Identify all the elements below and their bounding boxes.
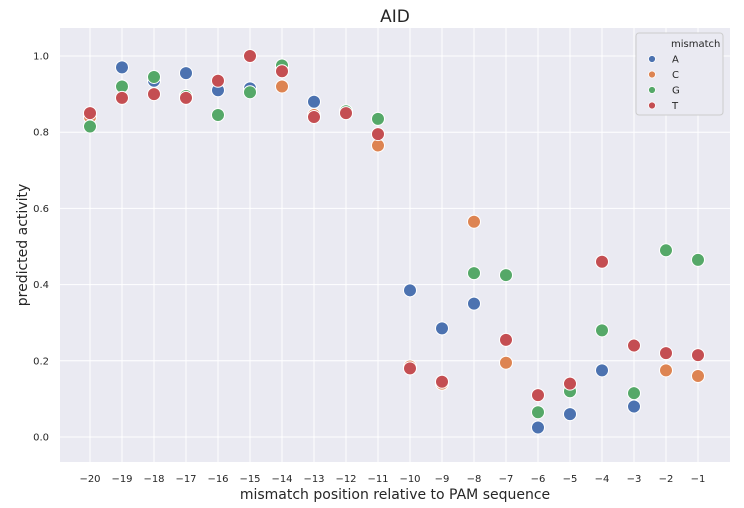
data-point-a bbox=[627, 399, 641, 414]
data-point-c bbox=[275, 79, 289, 94]
data-point-a bbox=[595, 363, 609, 378]
data-point-t bbox=[307, 109, 321, 124]
data-point-t bbox=[115, 90, 129, 105]
y-tick-label: 1.0 bbox=[33, 52, 49, 63]
y-tick-label: 0.4 bbox=[33, 280, 49, 291]
data-point-a bbox=[403, 283, 417, 298]
x-tick-label: −11 bbox=[367, 474, 388, 485]
data-point-t bbox=[147, 87, 161, 102]
x-tick-label: −20 bbox=[79, 474, 100, 485]
plot-area bbox=[60, 28, 730, 462]
data-point-t bbox=[403, 361, 417, 376]
y-tick-labels: 0.0 0.2 0.4 0.6 0.8 1.0 bbox=[33, 52, 49, 444]
data-point-c bbox=[691, 369, 705, 384]
data-point-a bbox=[115, 60, 129, 75]
x-tick-label: −14 bbox=[271, 474, 292, 485]
x-tick-label: −19 bbox=[111, 474, 132, 485]
data-point-g bbox=[371, 111, 385, 126]
data-point-t bbox=[243, 49, 257, 63]
legend-title: mismatch bbox=[671, 39, 720, 50]
x-tick-label: −7 bbox=[499, 474, 514, 485]
x-tick-label: −18 bbox=[143, 474, 164, 485]
x-tick-label: −6 bbox=[531, 474, 546, 485]
y-tick-label: 0.0 bbox=[33, 433, 49, 444]
data-point-t bbox=[275, 64, 289, 79]
data-point-t bbox=[435, 374, 449, 389]
data-point-a bbox=[307, 94, 321, 109]
data-point-g bbox=[659, 243, 673, 258]
x-tick-label: −15 bbox=[239, 474, 260, 485]
data-point-t bbox=[499, 332, 513, 347]
data-point-g bbox=[691, 252, 705, 267]
y-axis-label: predicted activity bbox=[15, 184, 31, 306]
y-tick-label: 0.8 bbox=[33, 128, 49, 139]
data-point-a bbox=[435, 321, 449, 336]
data-point-t bbox=[595, 254, 609, 269]
x-tick-label: −16 bbox=[207, 474, 228, 485]
data-point-c bbox=[499, 355, 513, 370]
data-point-g bbox=[627, 386, 641, 401]
x-tick-label: −1 bbox=[691, 474, 706, 485]
data-point-t bbox=[563, 376, 577, 391]
x-tick-label: −13 bbox=[303, 474, 324, 485]
data-point-g bbox=[83, 119, 97, 134]
legend-marker-c bbox=[648, 70, 656, 79]
x-tick-label: −12 bbox=[335, 474, 356, 485]
data-point-t bbox=[83, 106, 97, 121]
legend-label-g: G bbox=[672, 86, 680, 97]
data-point-g bbox=[211, 108, 225, 123]
data-point-t bbox=[627, 338, 641, 353]
x-tick-label: −4 bbox=[595, 474, 610, 485]
legend-box bbox=[635, 32, 724, 116]
legend-marker-t bbox=[648, 101, 656, 110]
data-point-t bbox=[691, 348, 705, 363]
legend-label-c: C bbox=[672, 70, 679, 81]
data-point-t bbox=[339, 106, 353, 121]
data-point-g bbox=[467, 266, 481, 281]
data-point-g bbox=[243, 85, 257, 100]
data-point-g bbox=[595, 323, 609, 338]
data-point-a bbox=[563, 407, 577, 422]
y-tick-label: 0.6 bbox=[33, 204, 49, 215]
legend-marker-a bbox=[648, 55, 656, 63]
y-tick-label: 0.2 bbox=[33, 356, 49, 367]
x-tick-labels: −20 −19 −18 −17 −16 −15 −14 −13 −12 −11 −10 −9 −8 −7 −… bbox=[79, 474, 705, 485]
x-tick-label: −17 bbox=[175, 474, 196, 485]
legend-label-a: A bbox=[672, 55, 679, 66]
x-axis-label: mismatch position relative to PAM sequen… bbox=[240, 487, 550, 503]
chart-title: AID bbox=[380, 7, 410, 27]
data-point-g bbox=[531, 405, 545, 420]
x-tick-label: −8 bbox=[467, 474, 482, 485]
data-point-g bbox=[499, 268, 513, 283]
data-point-a bbox=[531, 420, 545, 435]
x-tick-label: −3 bbox=[627, 474, 642, 485]
data-point-t bbox=[531, 388, 545, 403]
data-point-t bbox=[179, 90, 193, 105]
legend-label-t: T bbox=[671, 101, 679, 112]
data-point-a bbox=[467, 296, 481, 311]
x-tick-label: −2 bbox=[659, 474, 674, 485]
data-point-c bbox=[467, 214, 481, 229]
data-point-g bbox=[147, 69, 161, 84]
x-tick-label: −10 bbox=[399, 474, 420, 485]
legend-marker-g bbox=[648, 86, 656, 94]
data-point-a bbox=[179, 66, 193, 81]
x-tick-label: −9 bbox=[435, 474, 450, 485]
data-point-t bbox=[371, 127, 385, 142]
data-point-t bbox=[211, 73, 225, 88]
data-point-t bbox=[659, 346, 673, 361]
data-point-c bbox=[659, 363, 673, 378]
x-tick-label: −5 bbox=[563, 474, 578, 485]
data-points bbox=[83, 49, 705, 435]
